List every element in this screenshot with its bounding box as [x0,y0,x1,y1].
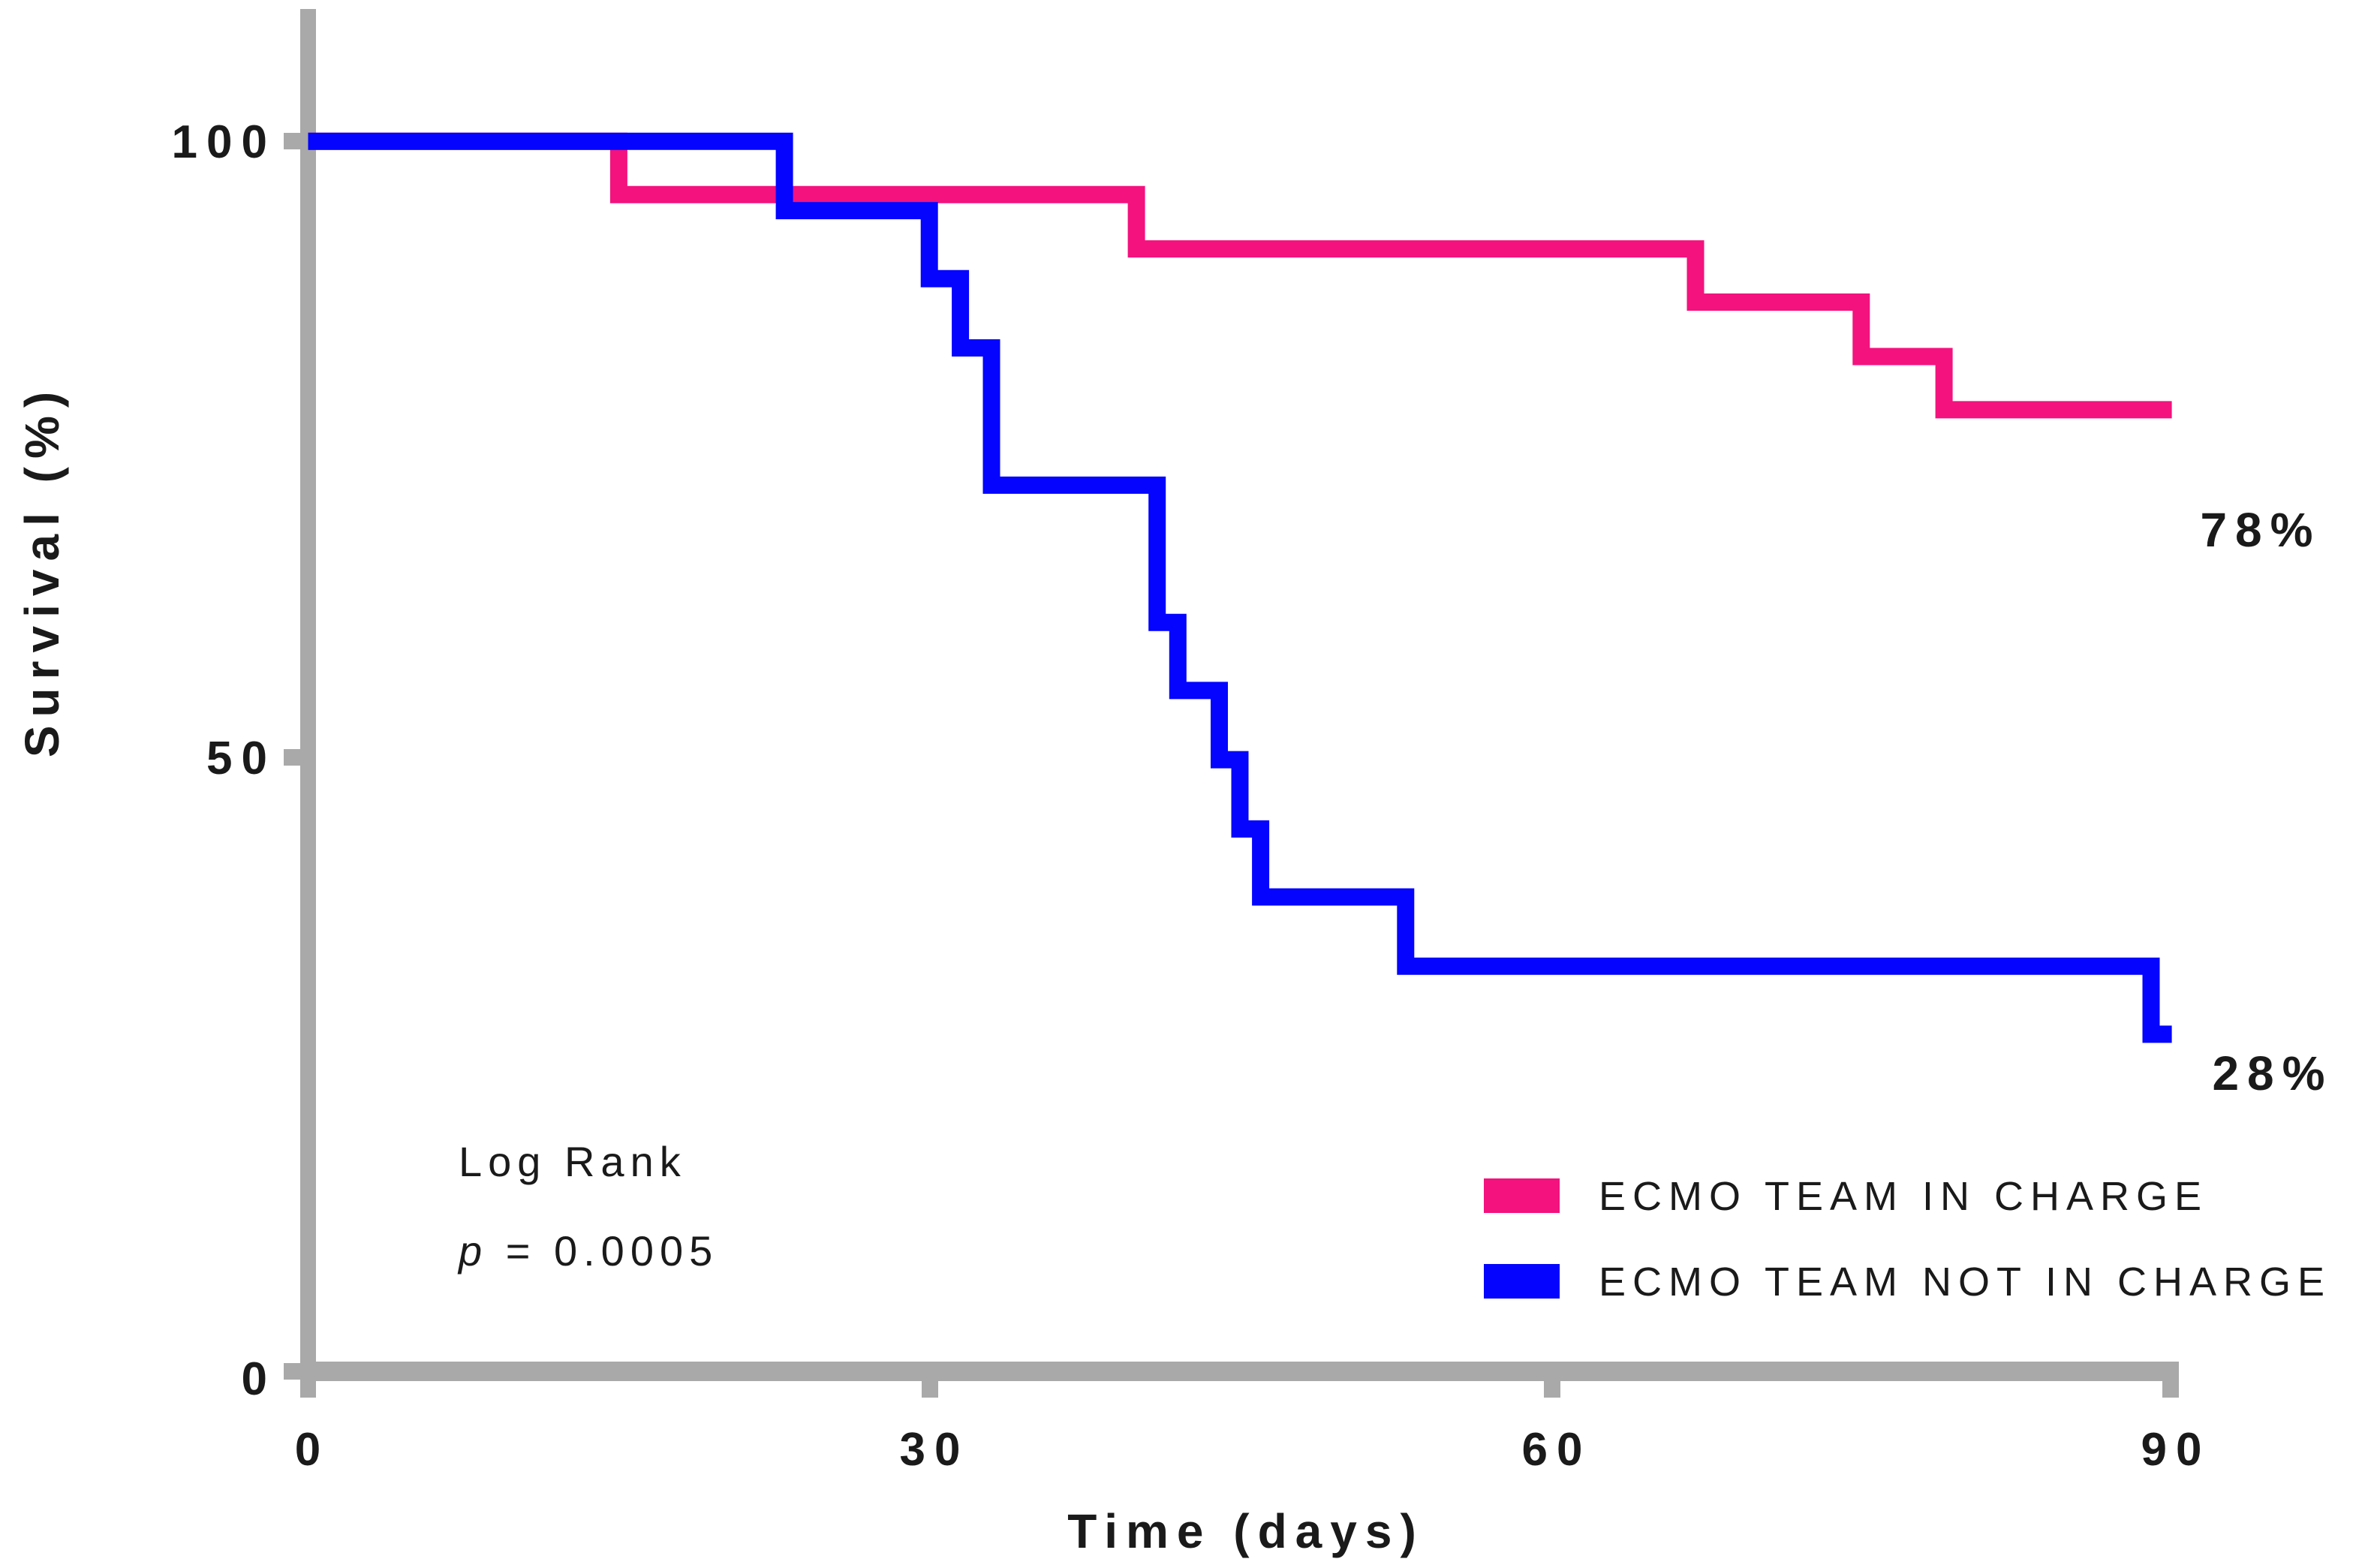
x-tick-label-90: 90 [2141,1424,2211,1476]
y-axis-line [300,9,316,1398]
y-tick-50 [284,749,300,766]
km-curve-ecmo-team-in-charge [308,132,2172,419]
x-tick-label-0: 0 [295,1424,329,1476]
x-tick-label-60: 60 [1522,1424,1592,1476]
p-value-text: = 0.0005 [506,1227,719,1275]
x-tick-90 [2162,1381,2179,1398]
y-tick-label-0: 0 [242,1353,276,1405]
x-axis-line [300,1362,2179,1381]
end-label-28-percent: 28% [2212,1046,2333,1100]
p-value-label: p = 0.0005 [457,1227,718,1275]
y-tick-label-100: 100 [172,116,276,168]
legend-swatch-ecmo-team-not-in-charge [1484,1264,1560,1299]
end-label-78-percent: 78% [2200,503,2321,557]
log-rank-label: Log Rank [459,1138,687,1185]
legend-swatch-ecmo-team-in-charge [1484,1178,1560,1213]
y-tick-0 [284,1363,300,1380]
legend-label-ecmo-team-not-in-charge: ECMO TEAM NOT IN CHARGE [1599,1260,2331,1305]
p-symbol: p [457,1227,488,1275]
x-tick-label-30: 30 [900,1424,970,1476]
y-axis-title: Survival (%) [15,384,69,757]
x-axis-title: Time (days) [1067,1504,1425,1558]
y-tick-label-50: 50 [206,733,276,784]
y-tick-100 [284,133,300,149]
x-tick-60 [1544,1381,1560,1398]
km-curve-ecmo-team-not-in-charge [308,132,2172,1043]
x-tick-30 [922,1381,938,1398]
legend-label-ecmo-team-in-charge: ECMO TEAM IN CHARGE [1599,1174,2208,1219]
